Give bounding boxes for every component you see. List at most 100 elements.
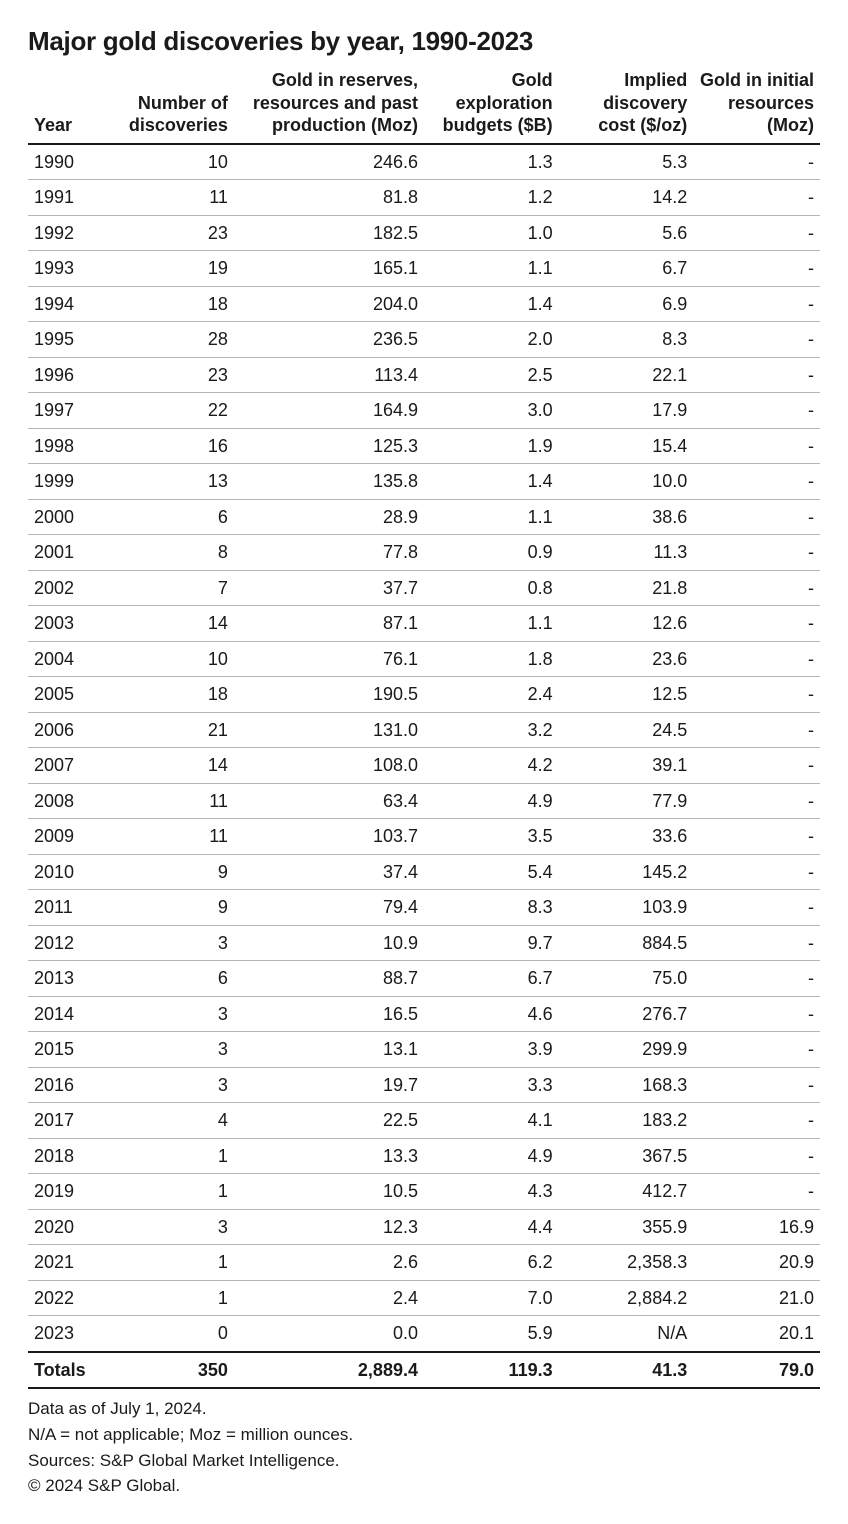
cell-value: 190.5 <box>234 677 424 713</box>
table-row: 202212.47.02,884.221.0 <box>28 1280 820 1316</box>
cell-value: 4.6 <box>424 996 559 1032</box>
cell-value: - <box>693 286 820 322</box>
cell-value: 1.4 <box>424 464 559 500</box>
cell-value: 0.9 <box>424 535 559 571</box>
footnotes: Data as of July 1, 2024.N/A = not applic… <box>28 1397 820 1498</box>
cell-value: - <box>693 215 820 251</box>
cell-value: 21.0 <box>693 1280 820 1316</box>
cell-value: - <box>693 180 820 216</box>
cell-value: 24.5 <box>559 712 694 748</box>
cell-value: 3 <box>111 1032 234 1068</box>
table-row: 199319165.11.16.7- <box>28 251 820 287</box>
table-row: 2020312.34.4355.916.9 <box>28 1209 820 1245</box>
cell-value: 21 <box>111 712 234 748</box>
cell-value: 182.5 <box>234 215 424 251</box>
cell-value: 1.1 <box>424 499 559 535</box>
cell-value: 23 <box>111 357 234 393</box>
cell-value: 21.8 <box>559 570 694 606</box>
cell-year: 1990 <box>28 144 111 180</box>
cell-year: 2011 <box>28 890 111 926</box>
cell-value: - <box>693 890 820 926</box>
cell-value: - <box>693 535 820 571</box>
col-header-discoveries: Number of discoveries <box>111 67 234 144</box>
cell-year: 2001 <box>28 535 111 571</box>
cell-value: 2.6 <box>234 1245 424 1281</box>
cell-value: 1 <box>111 1174 234 1210</box>
cell-value: 0.0 <box>234 1316 424 1352</box>
cell-value: - <box>693 854 820 890</box>
cell-value: 10 <box>111 144 234 180</box>
cell-value: 165.1 <box>234 251 424 287</box>
footnote-line: Data as of July 1, 2024. <box>28 1397 820 1421</box>
cell-value: 19 <box>111 251 234 287</box>
cell-year: 2022 <box>28 1280 111 1316</box>
cell-year: 2018 <box>28 1138 111 1174</box>
cell-value: 3 <box>111 925 234 961</box>
cell-value: - <box>693 144 820 180</box>
cell-value: 1 <box>111 1280 234 1316</box>
col-header-reserves: Gold in reserves, resources and past pro… <box>234 67 424 144</box>
cell-value: 76.1 <box>234 641 424 677</box>
cell-value: 13 <box>111 464 234 500</box>
cell-value: 0.8 <box>424 570 559 606</box>
cell-year: 2009 <box>28 819 111 855</box>
cell-value: 412.7 <box>559 1174 694 1210</box>
cell-value: 108.0 <box>234 748 424 784</box>
cell-value: 18 <box>111 286 234 322</box>
cell-year: 2016 <box>28 1067 111 1103</box>
cell-value: 11 <box>111 783 234 819</box>
cell-value: 3 <box>111 1209 234 1245</box>
cell-value: 3 <box>111 1067 234 1103</box>
cell-value: 2,884.2 <box>559 1280 694 1316</box>
table-row: 199528236.52.08.3- <box>28 322 820 358</box>
cell-value: - <box>693 1067 820 1103</box>
cell-year: 2021 <box>28 1245 111 1281</box>
cell-year: 1991 <box>28 180 111 216</box>
cell-value: 7.0 <box>424 1280 559 1316</box>
cell-value: 4.4 <box>424 1209 559 1245</box>
table-totals-row: Totals 350 2,889.4 119.3 41.3 79.0 <box>28 1352 820 1389</box>
cell-value: 4.3 <box>424 1174 559 1210</box>
cell-value: - <box>693 748 820 784</box>
cell-value: 23 <box>111 215 234 251</box>
table-row: 2014316.54.6276.7- <box>28 996 820 1032</box>
cell-year: 1999 <box>28 464 111 500</box>
table-row: 199418204.01.46.9- <box>28 286 820 322</box>
col-header-year: Year <box>28 67 111 144</box>
cell-value: 87.1 <box>234 606 424 642</box>
cell-value: 1 <box>111 1245 234 1281</box>
cell-value: 3 <box>111 996 234 1032</box>
cell-value: - <box>693 1103 820 1139</box>
table-row: 2016319.73.3168.3- <box>28 1067 820 1103</box>
cell-year: 2007 <box>28 748 111 784</box>
cell-value: 236.5 <box>234 322 424 358</box>
cell-value: 79.4 <box>234 890 424 926</box>
cell-year: 2017 <box>28 1103 111 1139</box>
table-row: 199010246.61.35.3- <box>28 144 820 180</box>
cell-value: 103.9 <box>559 890 694 926</box>
cell-value: 22 <box>111 393 234 429</box>
cell-value: - <box>693 925 820 961</box>
cell-value: 19.7 <box>234 1067 424 1103</box>
cell-year: 2004 <box>28 641 111 677</box>
cell-value: 14.2 <box>559 180 694 216</box>
totals-budgets: 119.3 <box>424 1352 559 1389</box>
cell-value: 884.5 <box>559 925 694 961</box>
cell-value: 12.6 <box>559 606 694 642</box>
cell-value: - <box>693 996 820 1032</box>
cell-value: 77.9 <box>559 783 694 819</box>
table-row: 2019110.54.3412.7- <box>28 1174 820 1210</box>
cell-value: 168.3 <box>559 1067 694 1103</box>
cell-value: - <box>693 1174 820 1210</box>
cell-value: - <box>693 961 820 997</box>
cell-value: - <box>693 464 820 500</box>
cell-value: 367.5 <box>559 1138 694 1174</box>
totals-reserves: 2,889.4 <box>234 1352 424 1389</box>
cell-value: 4.9 <box>424 1138 559 1174</box>
cell-value: 5.6 <box>559 215 694 251</box>
cell-year: 2006 <box>28 712 111 748</box>
table-row: 199816125.31.915.4- <box>28 428 820 464</box>
cell-value: 37.4 <box>234 854 424 890</box>
cell-value: 1.9 <box>424 428 559 464</box>
cell-value: - <box>693 677 820 713</box>
